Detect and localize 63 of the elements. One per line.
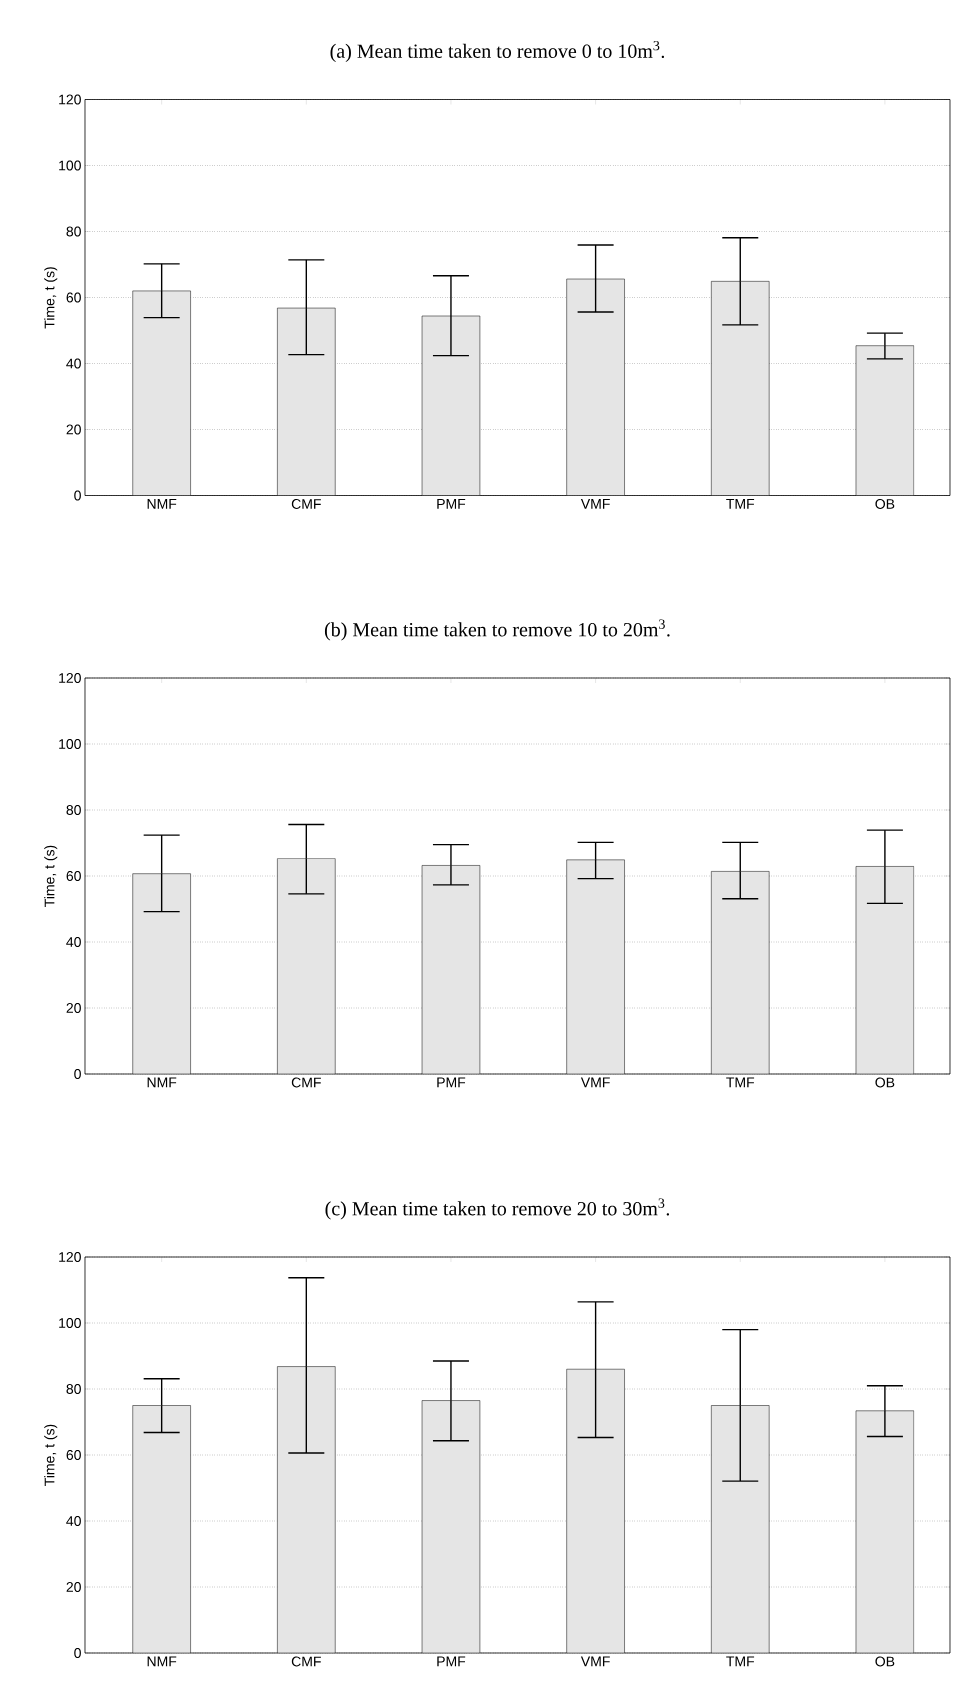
x-tick-label: PMF [437, 499, 466, 509]
x-tick-label: CMF [291, 1077, 321, 1088]
x-tick-label: PMF [437, 1077, 466, 1088]
y-tick-label: 40 [66, 358, 81, 369]
y-tick-label: 20 [66, 1582, 81, 1592]
x-tick-label: TMF [726, 499, 755, 509]
y-tick-label: 100 [59, 1318, 81, 1328]
x-tick-label: OB [875, 1077, 895, 1088]
bar [421, 1400, 481, 1654]
y-tick-label: 100 [59, 160, 81, 171]
y-axis-title: Time, t (s) [44, 1424, 58, 1486]
x-tick-label: TMF [726, 1077, 755, 1088]
bar [132, 1405, 191, 1654]
x-tick-label: NMF [147, 499, 177, 509]
bar [132, 873, 191, 1075]
y-tick-label: 120 [59, 673, 81, 683]
chart-title: (c) Mean time taken to remove 20 to 30m$^{3}$. [325, 1198, 670, 1220]
bar [421, 865, 481, 1075]
bar [566, 1368, 625, 1654]
x-tick-label: VMF [580, 1656, 610, 1667]
y-tick-label: 20 [66, 424, 81, 435]
y-tick-label: 60 [66, 292, 81, 303]
x-tick-label: CMF [291, 499, 321, 509]
x-tick-label: VMF [580, 499, 610, 509]
bar [566, 278, 625, 496]
bar [277, 858, 336, 1075]
bar [855, 1410, 915, 1654]
bar [132, 290, 191, 496]
x-tick-label: OB [875, 1656, 895, 1667]
bar [277, 1366, 336, 1654]
y-tick-label: 80 [66, 1384, 81, 1394]
y-tick-label: 100 [59, 739, 81, 749]
y-tick-label: 60 [66, 871, 81, 881]
y-tick-label: 0 [74, 1069, 81, 1079]
x-tick-label: CMF [291, 1656, 321, 1667]
y-tick-label: 80 [66, 805, 81, 815]
bar [855, 345, 915, 496]
chart-title: (b) Mean time taken to remove 10 to 20m$^{3}$. [324, 619, 670, 641]
y-tick-label: 20 [66, 1003, 81, 1013]
y-tick-label: 120 [59, 94, 81, 105]
bar [855, 866, 915, 1075]
x-tick-label: PMF [437, 1656, 466, 1667]
bar [711, 1405, 770, 1654]
x-tick-label: NMF [147, 1077, 177, 1088]
y-tick-label: 80 [66, 226, 81, 237]
x-tick-label: OB [875, 499, 895, 509]
y-tick-label: 60 [66, 1450, 81, 1460]
x-tick-label: TMF [726, 1656, 755, 1667]
y-tick-label: 40 [66, 937, 81, 947]
y-tick-label: 0 [74, 490, 81, 501]
x-tick-label: VMF [580, 1077, 610, 1088]
y-axis-title: Time, t (s) [44, 845, 58, 907]
y-tick-label: 120 [59, 1252, 81, 1262]
y-axis-title: Time, t (s) [44, 267, 58, 329]
bar [566, 859, 625, 1075]
y-tick-label: 40 [66, 1516, 81, 1526]
bar [421, 315, 481, 496]
bar [277, 307, 336, 496]
chart-title: (a) Mean time taken to remove 0 to 10m$^{3}$. [330, 40, 665, 62]
x-tick-label: NMF [147, 1656, 177, 1667]
y-tick-label: 0 [74, 1648, 81, 1658]
bar [711, 871, 770, 1075]
bar [711, 281, 770, 496]
